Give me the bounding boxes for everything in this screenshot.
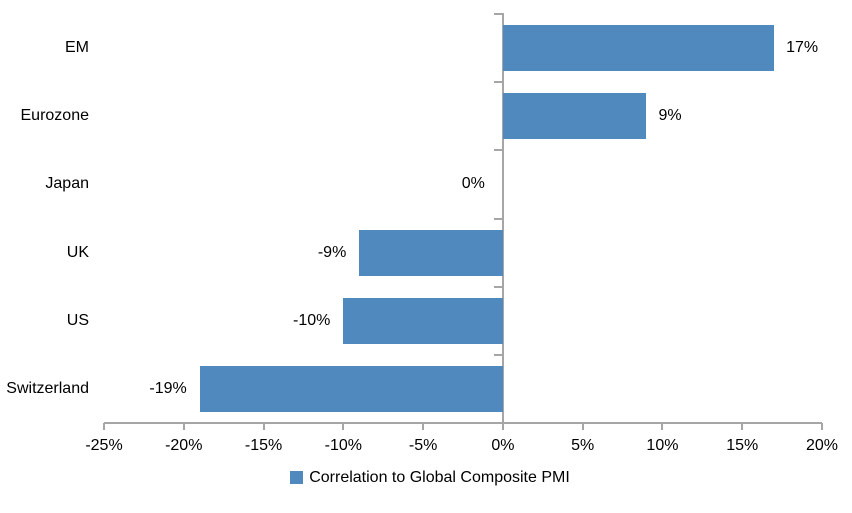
- x-axis-tick: [501, 423, 504, 430]
- x-tick-label: -15%: [244, 437, 283, 454]
- category-label: Eurozone: [20, 107, 90, 125]
- category-label: Japan: [45, 175, 89, 193]
- x-axis-tick: [661, 423, 664, 430]
- x-tick-label: 0%: [491, 437, 515, 454]
- x-tick-label: 15%: [726, 437, 759, 454]
- bar-value-label: 17%: [786, 39, 819, 57]
- value-axis-line: [104, 422, 822, 424]
- bar: [502, 25, 775, 72]
- category-axis-tick: [493, 81, 502, 84]
- legend-label: Correlation to Global Composite PMI: [309, 468, 570, 486]
- x-tick-label: 10%: [646, 437, 679, 454]
- category-axis-tick: [493, 13, 502, 15]
- bar-value-label: -10%: [292, 311, 331, 329]
- category-label: UK: [66, 243, 89, 261]
- category-label: US: [66, 311, 89, 329]
- x-tick-label: 20%: [805, 437, 839, 454]
- legend: Correlation to Global Composite PMI: [4, 464, 852, 491]
- category-axis-tick: [493, 353, 502, 356]
- x-axis-tick: [741, 423, 744, 430]
- x-axis-tick: [422, 423, 425, 430]
- bar-value-label: -19%: [149, 379, 187, 397]
- x-tick-label: -10%: [324, 437, 362, 454]
- x-axis-tick: [342, 423, 345, 430]
- x-tick-label: -5%: [408, 437, 438, 454]
- category-label: Switzerland: [6, 379, 89, 397]
- x-axis-tick: [182, 423, 185, 430]
- x-axis-tick: [581, 423, 584, 430]
- x-axis-tick: [821, 423, 823, 430]
- x-tick-label: 5%: [571, 437, 595, 454]
- bar: [199, 365, 503, 412]
- legend-marker-icon: [290, 471, 304, 484]
- bar: [502, 93, 647, 140]
- bar-value-label: 0%: [461, 175, 485, 193]
- category-axis-line: [501, 13, 504, 424]
- category-axis-tick: [493, 422, 502, 424]
- x-tick-label: -25%: [85, 437, 123, 454]
- bar: [359, 229, 503, 276]
- category-axis-tick: [493, 149, 502, 152]
- bar-value-label: -9%: [317, 243, 347, 261]
- category-axis-tick: [493, 217, 502, 220]
- category-label: EM: [65, 39, 89, 57]
- bar: [343, 297, 503, 344]
- x-tick-label: -20%: [165, 437, 203, 454]
- x-axis-tick: [103, 423, 105, 430]
- category-axis-tick: [493, 285, 502, 288]
- x-axis-tick: [262, 423, 265, 430]
- bar-value-label: 9%: [658, 107, 682, 125]
